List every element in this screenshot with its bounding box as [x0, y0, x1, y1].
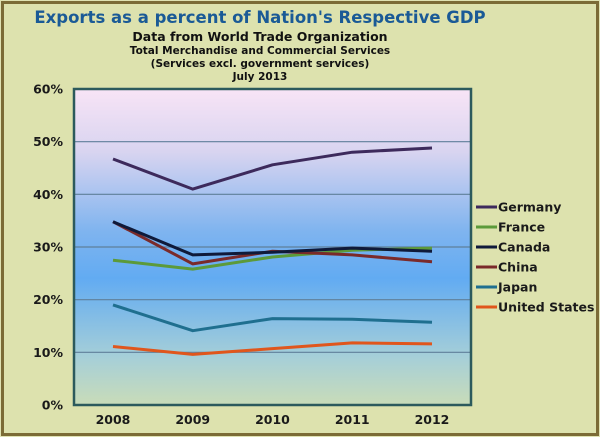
legend-item: Germany: [476, 200, 561, 215]
chart-subtitle-4: July 2013: [232, 71, 288, 83]
x-tick-label: 2009: [175, 412, 210, 427]
legend-item: France: [476, 220, 545, 235]
chart-title: Exports as a percent of Nation's Respect…: [34, 8, 486, 27]
x-tick-label: 2010: [255, 412, 290, 427]
series-line-united-states: [112, 341, 433, 356]
legend-label: Canada: [498, 240, 550, 255]
legend-label: China: [498, 260, 538, 275]
y-tick-label: 60%: [33, 82, 63, 97]
legend-label: Germany: [498, 200, 561, 215]
x-tick-label: 2011: [335, 412, 370, 427]
legend-label: Japan: [497, 280, 537, 295]
y-tick-label: 50%: [33, 134, 63, 149]
legend-label: France: [498, 220, 545, 235]
y-tick-label: 40%: [33, 187, 63, 202]
plot-border: [72, 87, 473, 407]
legend-item: Japan: [476, 280, 537, 295]
series-line-canada: [112, 220, 433, 257]
series-line-germany: [112, 146, 433, 191]
chart-subtitle-1: Data from World Trade Organization: [132, 29, 388, 44]
series-line-japan: [112, 303, 433, 333]
x-tick-label: 2012: [415, 412, 450, 427]
chart-subtitle-2: Total Merchandise and Commercial Service…: [129, 45, 391, 57]
chart-subtitle-3: (Services excl. government services): [150, 58, 370, 70]
y-tick-label: 10%: [33, 345, 63, 360]
y-tick-label: 20%: [33, 292, 63, 307]
y-tick-label: 0%: [42, 398, 64, 413]
x-tick-label: 2008: [96, 412, 131, 427]
legend-item: Canada: [476, 240, 550, 255]
legend-item: United States: [476, 300, 594, 315]
legend-item: China: [476, 260, 538, 275]
y-tick-label: 30%: [33, 240, 63, 255]
legend-label: United States: [498, 300, 594, 315]
